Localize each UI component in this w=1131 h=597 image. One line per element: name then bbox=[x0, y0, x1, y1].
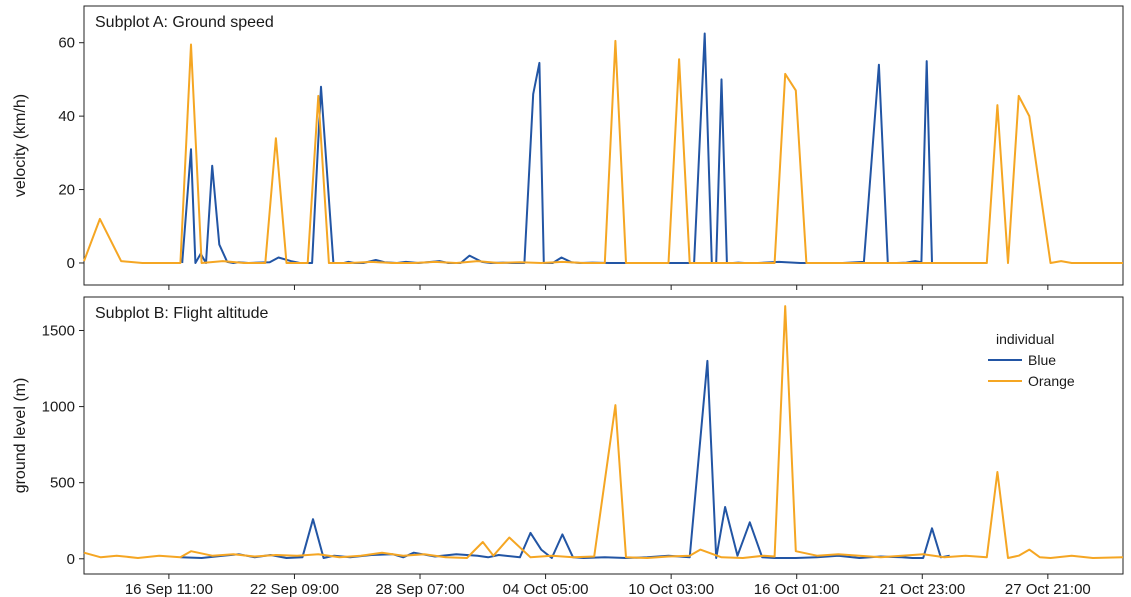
x-tick-label: 16 Oct 01:00 bbox=[754, 581, 840, 597]
subplot-title: Subplot B: Flight altitude bbox=[95, 305, 269, 322]
x-tick-label: 21 Oct 23:00 bbox=[879, 581, 965, 597]
y-tick-label: 500 bbox=[50, 475, 75, 492]
x-tick-label: 28 Sep 07:00 bbox=[375, 581, 464, 597]
y-tick-label: 20 bbox=[58, 182, 75, 199]
series-line-orange bbox=[83, 39, 1123, 264]
legend-label-orange: Orange bbox=[1028, 373, 1075, 389]
x-tick-label: 27 Oct 21:00 bbox=[1005, 581, 1091, 597]
y-tick-label: 1500 bbox=[42, 322, 75, 339]
y-tick-label: 0 bbox=[67, 551, 75, 568]
y-axis-label: velocity (km/h) bbox=[12, 94, 29, 197]
x-tick-label: 22 Sep 09:00 bbox=[250, 581, 339, 597]
subplot-flight-altitude: 0 500 1000 1500 16 Sep 11:00 22 Sep 09:00 28 S… bbox=[12, 296, 1124, 597]
x-tick-label: 16 Sep 11:00 bbox=[125, 581, 213, 597]
subplot-title: Subplot A: Ground speed bbox=[95, 14, 274, 31]
series-line-orange bbox=[83, 305, 1124, 559]
legend-label-blue: Blue bbox=[1028, 352, 1056, 368]
legend: individual Blue Orange bbox=[988, 331, 1075, 389]
plot-frame bbox=[83, 5, 1124, 286]
subplot-ground-speed: 0 20 40 60 velocity (km/h) Subplot A: Ground … bbox=[12, 5, 1124, 290]
y-axis-label: ground level (m) bbox=[12, 378, 29, 494]
series-line-blue bbox=[180, 359, 950, 559]
x-tick-label: 10 Oct 03:00 bbox=[628, 581, 714, 597]
series-line-blue bbox=[181, 32, 933, 264]
legend-title: individual bbox=[996, 331, 1054, 347]
x-tick-label: 04 Oct 05:00 bbox=[503, 581, 589, 597]
y-tick-label: 1000 bbox=[42, 399, 75, 416]
y-tick-label: 0 bbox=[67, 255, 75, 272]
plot-frame bbox=[83, 296, 1124, 575]
y-tick-label: 40 bbox=[58, 108, 75, 125]
y-tick-label: 60 bbox=[58, 35, 75, 52]
